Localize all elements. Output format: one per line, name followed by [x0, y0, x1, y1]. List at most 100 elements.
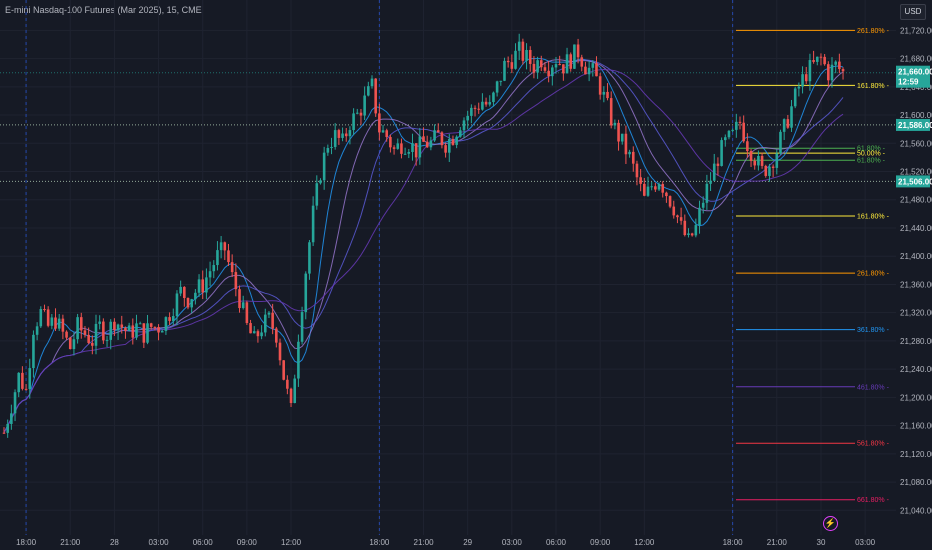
- candle-body: [591, 63, 595, 68]
- candle-body: [705, 183, 709, 203]
- candle-body: [595, 63, 598, 77]
- candle-body: [830, 64, 834, 81]
- candle-body: [94, 323, 98, 346]
- candle-body: [245, 302, 249, 324]
- level-badge: [896, 175, 930, 188]
- price-tick-label: 21,520.00: [900, 168, 932, 177]
- candle-body: [149, 323, 153, 327]
- time-tick-label: 18:00: [723, 538, 744, 547]
- candle-body: [687, 233, 690, 236]
- candle-body: [536, 60, 539, 73]
- price-tick-label: 21,240.00: [900, 365, 932, 374]
- candle-body: [216, 250, 219, 266]
- time-tick-label: 03:00: [502, 538, 523, 547]
- candle-body: [65, 331, 68, 338]
- candle-body: [539, 60, 543, 68]
- price-tick-label: 21,200.00: [900, 393, 932, 402]
- candle-body: [396, 143, 400, 149]
- candle-body: [2, 432, 6, 434]
- flash-icon[interactable]: ⚡: [823, 516, 838, 531]
- session-separators: [25, 0, 734, 535]
- time-tick-label: 09:00: [590, 538, 611, 547]
- time-tick-label: 06:00: [546, 538, 567, 547]
- fib-label: 61.80% -: [857, 146, 886, 153]
- candle-body: [838, 61, 841, 70]
- candle-body: [98, 321, 101, 324]
- candle-body: [79, 317, 83, 331]
- currency-button[interactable]: USD: [900, 4, 926, 20]
- candle-body: [488, 102, 492, 105]
- level-badge-label: 21,586.00: [898, 121, 932, 130]
- candle-body: [168, 317, 171, 321]
- candle-body: [477, 108, 481, 110]
- candle-body: [440, 132, 444, 146]
- candle-body: [444, 145, 447, 153]
- candle-body: [569, 54, 573, 69]
- candle-body: [433, 130, 436, 141]
- candle-body: [580, 57, 584, 67]
- candle-body: [286, 379, 289, 389]
- candle-body: [142, 323, 146, 343]
- candle-body: [367, 86, 370, 96]
- time-tick-label: 21:00: [767, 538, 788, 547]
- candle-body: [617, 122, 620, 142]
- candle-body: [10, 413, 13, 424]
- candle-body: [782, 119, 786, 132]
- candle-body: [260, 332, 263, 337]
- candle-body: [712, 163, 716, 181]
- candle-body: [197, 279, 201, 293]
- price-tick-label: 21,720.00: [900, 26, 932, 35]
- candle-body: [68, 337, 72, 350]
- countdown-label: 12:59: [898, 78, 919, 87]
- price-tick-label: 21,040.00: [900, 506, 932, 515]
- fib-label: 361.80% -: [857, 327, 890, 334]
- candle-body: [212, 265, 216, 272]
- horizontal-levels: [0, 72, 896, 182]
- fib-label: 161.80% -: [857, 213, 890, 220]
- candle-body: [521, 41, 525, 61]
- candle-body: [429, 140, 433, 148]
- candle-body: [506, 60, 510, 63]
- candle-body: [138, 323, 142, 325]
- candle-body: [459, 130, 462, 137]
- candle-body: [797, 86, 801, 89]
- time-tick-label: 29: [463, 538, 472, 547]
- candle-body: [823, 56, 826, 65]
- candle-body: [289, 388, 293, 404]
- candle-body: [256, 331, 260, 337]
- candle-body: [558, 64, 561, 66]
- candle-body: [267, 312, 271, 315]
- candle-body: [120, 324, 124, 328]
- candle-body: [385, 130, 389, 138]
- candle-body: [164, 317, 168, 331]
- candle-body: [554, 64, 558, 68]
- candle-body: [344, 133, 348, 137]
- candle-body: [716, 163, 720, 166]
- price-tick-label: 21,480.00: [900, 196, 932, 205]
- last-price-label: 21,660.00: [898, 68, 932, 77]
- candle-body: [61, 318, 65, 332]
- candle-body: [738, 121, 742, 123]
- candle-body: [131, 325, 135, 338]
- candle-body: [308, 242, 311, 274]
- candle-body: [723, 137, 727, 141]
- time-tick-label: 12:00: [281, 538, 302, 547]
- candle-body: [819, 56, 823, 58]
- fib-label: 461.80% -: [857, 384, 890, 391]
- candle-body: [683, 220, 687, 236]
- candle-body: [171, 316, 175, 321]
- fibonacci-extension: 261.80% - 161.80% - 61.80% -50.00% -61.80%…: [736, 28, 890, 504]
- candle-body: [701, 202, 705, 208]
- candles: [2, 33, 845, 438]
- candle-body: [389, 137, 392, 148]
- candle-body: [50, 317, 54, 326]
- candle-body: [720, 140, 723, 166]
- fib-label: 161.80% -: [857, 83, 890, 90]
- price-tick-label: 21,160.00: [900, 422, 932, 431]
- candle-body: [83, 330, 87, 335]
- time-tick-label: 28: [110, 538, 119, 547]
- price-tick-label: 21,360.00: [900, 280, 932, 289]
- candle-body: [35, 326, 39, 335]
